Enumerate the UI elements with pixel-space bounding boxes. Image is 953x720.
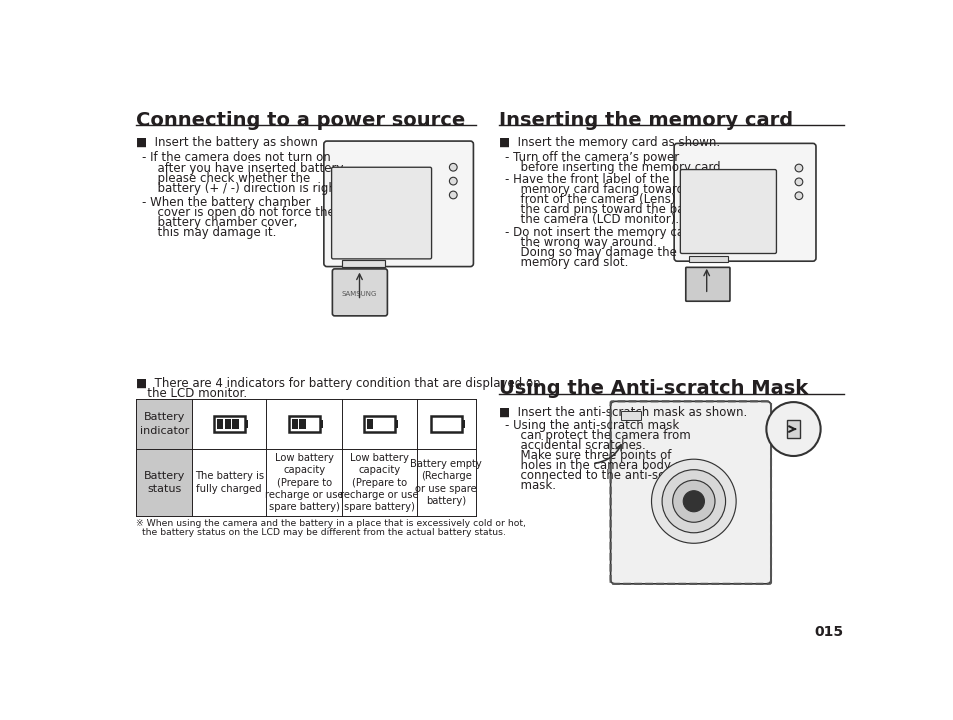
FancyBboxPatch shape [332, 269, 387, 316]
Text: ■  Insert the memory card as shown.: ■ Insert the memory card as shown. [498, 137, 720, 150]
Circle shape [651, 459, 736, 544]
Text: battery (+ / -) direction is right.: battery (+ / -) direction is right. [150, 182, 344, 195]
Bar [224, 418, 231, 429]
Text: Using the Anti-scratch Mask: Using the Anti-scratch Mask [498, 379, 807, 398]
Circle shape [661, 469, 725, 533]
Bar [299, 418, 305, 429]
Text: the camera (LCD monitor).: the camera (LCD monitor). [513, 213, 679, 227]
Bar [688, 256, 727, 262]
Text: The battery is
fully charged: The battery is fully charged [194, 472, 264, 494]
Bar [289, 416, 319, 432]
Text: ※ When using the camera and the battery in a place that is excessively cold or h: ※ When using the camera and the battery … [136, 519, 526, 528]
Bar [292, 418, 297, 429]
FancyBboxPatch shape [685, 267, 729, 301]
Text: ■  Insert the battery as shown: ■ Insert the battery as shown [136, 137, 318, 150]
Text: mask.: mask. [513, 479, 556, 492]
FancyBboxPatch shape [679, 169, 776, 253]
Circle shape [682, 491, 703, 512]
Text: SAMSUNG: SAMSUNG [341, 292, 376, 297]
Text: this may damage it.: this may damage it. [150, 226, 276, 239]
Bar [245, 420, 248, 428]
Text: Doing so may damage the: Doing so may damage the [513, 246, 676, 258]
Text: ■  There are 4 indicators for battery condition that are displayed on: ■ There are 4 indicators for battery con… [136, 377, 540, 390]
Text: battery chamber cover,: battery chamber cover, [150, 216, 297, 229]
Text: Battery empty
(Recharge
or use spare
battery): Battery empty (Recharge or use spare bat… [410, 459, 481, 506]
Text: holes in the camera body are: holes in the camera body are [513, 459, 693, 472]
Circle shape [794, 164, 802, 172]
Text: connected to the anti-scratch: connected to the anti-scratch [513, 469, 695, 482]
Text: please check whether the: please check whether the [150, 172, 310, 185]
Text: Make sure three points of: Make sure three points of [513, 449, 671, 462]
Text: after you have inserted battery,: after you have inserted battery, [150, 162, 347, 175]
Circle shape [794, 178, 802, 186]
Text: front of the camera (Lens) and: front of the camera (Lens) and [513, 194, 700, 207]
Text: Low battery
capacity
(Prepare to
recharge or use
spare battery): Low battery capacity (Prepare to recharg… [339, 453, 418, 513]
Text: - Turn off the camera’s power: - Turn off the camera’s power [505, 151, 679, 164]
Text: memory card facing toward the: memory card facing toward the [513, 184, 706, 197]
Bar [319, 420, 322, 428]
Circle shape [449, 177, 456, 185]
Text: memory card slot.: memory card slot. [513, 256, 628, 269]
Bar [136, 449, 192, 516]
Bar [136, 399, 192, 449]
Text: Inserting the memory card: Inserting the memory card [498, 111, 792, 130]
Circle shape [449, 163, 456, 171]
Bar [395, 420, 397, 428]
Text: - Using the anti-scratch mask: - Using the anti-scratch mask [505, 419, 679, 432]
Bar [786, 420, 799, 438]
Bar [363, 416, 395, 432]
Text: Connecting to a power source: Connecting to a power source [136, 111, 465, 130]
FancyBboxPatch shape [323, 141, 473, 266]
Text: - When the battery chamber: - When the battery chamber [142, 196, 311, 209]
Bar [461, 420, 464, 428]
Circle shape [765, 402, 820, 456]
Text: before inserting the memory card.: before inserting the memory card. [513, 161, 723, 174]
Bar [213, 416, 245, 432]
Circle shape [672, 480, 714, 522]
Bar [367, 418, 373, 429]
Text: Battery
status: Battery status [143, 471, 185, 494]
Text: - If the camera does not turn on: - If the camera does not turn on [142, 151, 331, 164]
Text: the battery status on the LCD may be different from the actual battery status.: the battery status on the LCD may be dif… [136, 528, 506, 537]
Text: accidental scratches.: accidental scratches. [513, 439, 645, 452]
Text: can protect the camera from: can protect the camera from [513, 429, 690, 442]
Bar [342, 260, 385, 267]
Text: Battery
indicator: Battery indicator [139, 413, 189, 436]
Text: 015: 015 [814, 626, 843, 639]
Text: the card pins toward the back of: the card pins toward the back of [513, 204, 712, 217]
Text: cover is open do not force the: cover is open do not force the [150, 206, 335, 219]
Circle shape [794, 192, 802, 199]
Text: the LCD monitor.: the LCD monitor. [136, 387, 247, 400]
Bar [216, 418, 223, 429]
Text: Low battery
capacity
(Prepare to
recharge or use
spare battery): Low battery capacity (Prepare to recharg… [265, 453, 343, 513]
Text: the wrong way around.: the wrong way around. [513, 235, 657, 249]
FancyBboxPatch shape [674, 143, 815, 261]
FancyBboxPatch shape [332, 167, 431, 259]
FancyBboxPatch shape [610, 401, 770, 584]
Circle shape [449, 191, 456, 199]
Bar [620, 410, 640, 420]
Bar [233, 418, 238, 429]
Text: - Do not insert the memory card: - Do not insert the memory card [505, 226, 696, 239]
Bar [431, 416, 461, 432]
Text: - Have the front label of the: - Have the front label of the [505, 174, 669, 186]
Text: ■  Insert the anti-scratch mask as shown.: ■ Insert the anti-scratch mask as shown. [498, 406, 746, 419]
